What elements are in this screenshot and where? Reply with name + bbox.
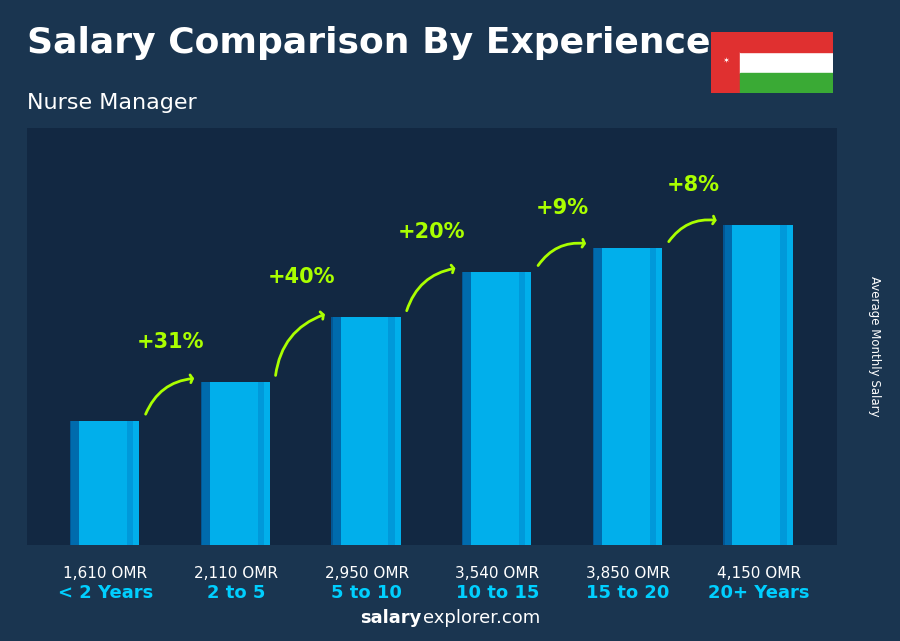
Text: ✶: ✶	[722, 56, 729, 65]
Text: 2,110 OMR: 2,110 OMR	[194, 567, 278, 581]
Text: 2,950 OMR: 2,950 OMR	[325, 567, 409, 581]
Bar	[740, 53, 832, 72]
Bar	[594, 248, 662, 545]
Text: Salary Comparison By Experience: Salary Comparison By Experience	[27, 26, 710, 60]
Text: +31%: +31%	[137, 332, 204, 352]
Bar	[257, 382, 264, 545]
Text: 3,540 OMR: 3,540 OMR	[455, 567, 539, 581]
Bar	[127, 420, 133, 545]
Text: 1,610 OMR: 1,610 OMR	[63, 567, 148, 581]
Text: +9%: +9%	[536, 197, 590, 218]
Text: 3,850 OMR: 3,850 OMR	[586, 567, 670, 581]
Bar	[519, 272, 526, 545]
Bar	[333, 317, 400, 545]
Text: +8%: +8%	[667, 174, 720, 195]
Bar	[740, 72, 832, 93]
Bar	[462, 272, 472, 545]
Bar	[724, 224, 793, 545]
Bar	[740, 32, 832, 53]
Bar	[201, 382, 210, 545]
Text: salary: salary	[360, 609, 421, 627]
Text: explorer.com: explorer.com	[423, 609, 540, 627]
Bar	[464, 272, 531, 545]
Text: +40%: +40%	[267, 267, 335, 287]
Bar	[70, 420, 79, 545]
Text: Nurse Manager: Nurse Manager	[27, 93, 197, 113]
Bar	[388, 317, 395, 545]
Bar	[650, 248, 656, 545]
Bar	[202, 382, 270, 545]
Bar	[711, 32, 740, 93]
Bar	[331, 317, 340, 545]
Bar	[780, 224, 787, 545]
Text: Average Monthly Salary: Average Monthly Salary	[868, 276, 881, 417]
Bar	[71, 420, 140, 545]
Text: +20%: +20%	[398, 222, 466, 242]
Bar	[593, 248, 602, 545]
Text: 4,150 OMR: 4,150 OMR	[716, 567, 801, 581]
Bar	[724, 224, 733, 545]
